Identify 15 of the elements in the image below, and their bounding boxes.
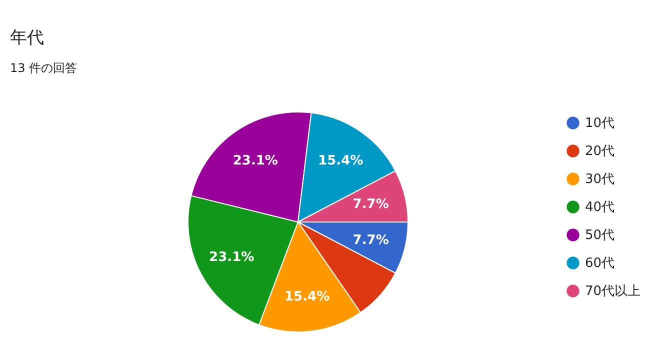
text: 13 件の回答	[10, 61, 78, 75]
legend-label: 30代	[585, 172, 615, 187]
legend-label: 10代	[585, 116, 615, 131]
legend-label: 70代以上	[585, 284, 641, 299]
data-label: 15.4%	[284, 289, 330, 304]
legend-label: 20代	[585, 144, 615, 159]
legend-label: 40代	[585, 200, 615, 215]
data-label: 7.7%	[352, 232, 389, 248]
data-label: 7.7%	[352, 197, 389, 212]
data-label: 23.1%	[232, 153, 278, 168]
legend-label: 50代	[585, 228, 615, 243]
data-label: 15.4%	[318, 153, 364, 168]
text: 年代	[10, 28, 44, 48]
data-label: 23.1%	[209, 250, 254, 265]
legend-label: 60代	[585, 256, 615, 271]
